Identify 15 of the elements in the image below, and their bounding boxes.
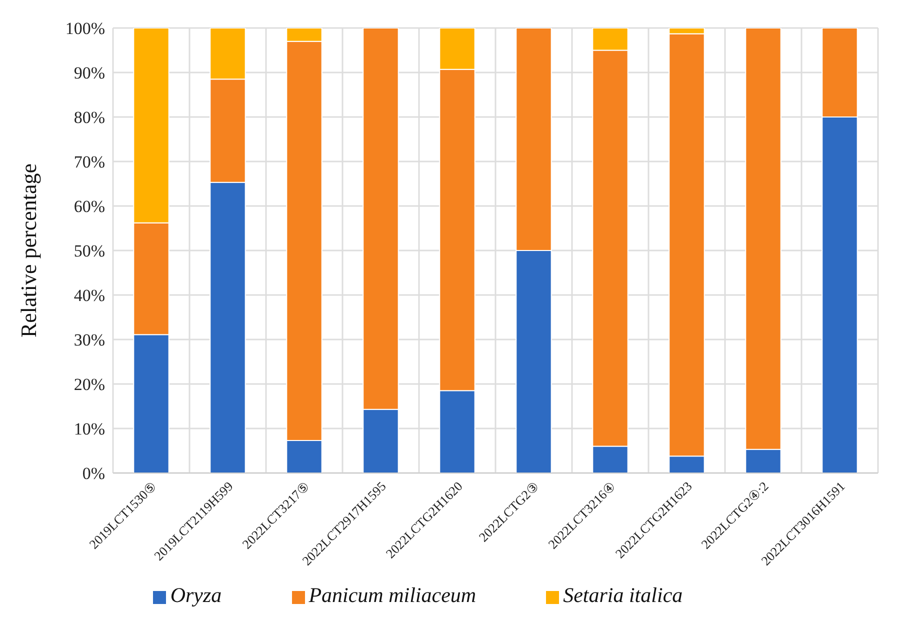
y-tick-label: 10%	[74, 420, 105, 439]
legend-label: Setaria italica	[563, 583, 683, 607]
y-tick-label: 80%	[74, 108, 105, 128]
y-axis-title: Relative percentage	[16, 163, 41, 338]
y-tick-label: 40%	[74, 286, 105, 306]
y-tick-label: 0%	[82, 464, 105, 484]
y-tick-label: 70%	[74, 152, 105, 172]
y-tick-label: 60%	[74, 197, 105, 216]
y-tick-label: 30%	[74, 330, 105, 350]
legend-label: Panicum miliaceum	[308, 583, 476, 607]
y-tick-label: 20%	[74, 375, 105, 394]
legend-label: Oryza	[170, 583, 222, 607]
y-tick-label: 100%	[65, 19, 105, 38]
y-tick-label: 50%	[74, 242, 105, 261]
y-tick-label: 90%	[74, 64, 105, 83]
